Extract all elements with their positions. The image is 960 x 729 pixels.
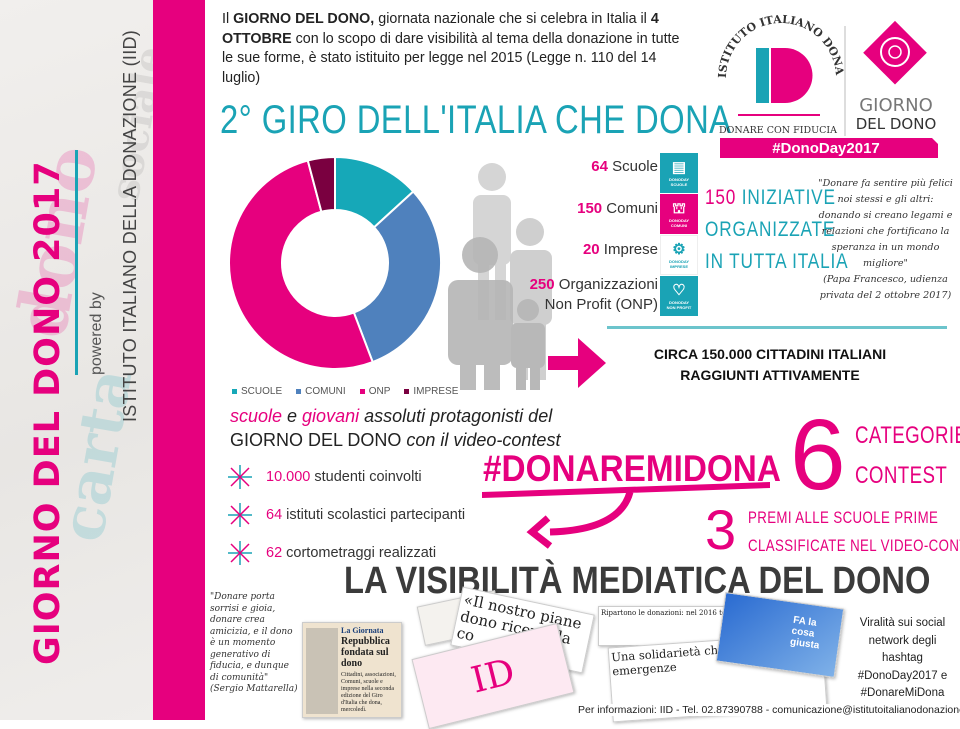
legend-label: SCUOLE — [241, 386, 283, 397]
legend-item: ONP — [359, 386, 391, 397]
legend-item: IMPRESE — [404, 386, 458, 397]
contest-label: CONTEST — [855, 462, 948, 489]
divider — [607, 326, 947, 329]
iniziative-text: 150 INIZIATIVE ORGANIZZATE IN TUTTA ITALIA — [705, 186, 849, 273]
intro-text: Il — [222, 11, 234, 27]
bullet-item: 62 cortometraggi realizzati — [228, 541, 436, 565]
book-icon: ▤ — [671, 159, 687, 176]
logo-brand-2: DEL DONO — [856, 115, 937, 133]
heart-icon: ♡ — [672, 282, 686, 299]
pink-bar — [153, 0, 205, 720]
protagonisti-text: scuole e giovani assoluti protagonisti d… — [230, 406, 561, 450]
institute-name: ISTITUTO ITALIANO DELLA DONAZIONE (IID) — [120, 29, 140, 422]
contest-hashtag: #DONAREMIDONA — [483, 448, 781, 489]
footer-contact: Per informazioni: IID - Tel. 02.87390788… — [578, 704, 960, 716]
bullet-item: 64 istituti scolastici partecipanti — [228, 503, 465, 527]
chart-legend: SCUOLE COMUNI ONP IMPRESE — [232, 386, 458, 397]
intro-bold: 4 OTTOBRE — [222, 11, 659, 47]
gears-icon: ⚙ — [672, 241, 686, 258]
legend-item: SCUOLE — [232, 386, 282, 397]
media-title: LA VISIBILITÀ MEDIATICA DEL DONO — [344, 560, 931, 602]
vertical-title: GIORNO DEL DONO 2017 — [28, 160, 68, 665]
curved-arrow-icon — [482, 482, 770, 549]
tile-onp: ♡ DONODAY NON PROFIT — [660, 276, 698, 316]
press-clipping: La Giornata Repubblica fondata sul dono … — [302, 622, 402, 718]
logo-hashtag: #DonoDay2017 — [772, 140, 880, 157]
mattarella-quote: "Donare porta sorrisi e gioia, donare cr… — [210, 592, 298, 694]
viral-text: Viralità sui social network degli hashta… — [857, 617, 948, 699]
categorie-number: 6 — [790, 399, 846, 511]
donut-chart — [228, 155, 442, 370]
clipping-title: Repubblica fondata sul dono — [341, 636, 390, 669]
logo-brand-1: GIORNO — [859, 95, 933, 116]
cittadini-text: CIRCA 150.000 CITTADINI ITALIANI RAGGIUNT… — [653, 346, 887, 383]
legend-item: COMUNI — [296, 386, 346, 397]
legend-marker — [359, 388, 365, 394]
tile-comuni: ⛫ DONODAY COMUNI — [660, 194, 698, 234]
divider — [75, 150, 78, 375]
categorie-label: CATEGORIE — [855, 422, 960, 449]
asterisk-icon — [228, 465, 252, 489]
intro-text: giornata nazionale che si celebra in Ita… — [374, 11, 651, 27]
clipping-photo — [306, 628, 338, 714]
clipping-head: La Giornata — [341, 626, 384, 635]
stat-comuni: 150 Comuni — [577, 200, 658, 217]
tile-imprese: ⚙ DONODAY IMPRESE — [660, 235, 698, 275]
town-hall-icon: ⛫ — [672, 200, 686, 217]
donut-slice-comuni — [352, 190, 442, 364]
asterisk-icon — [228, 503, 252, 527]
asterisk-icon — [228, 541, 252, 565]
powered-by-label: powered by — [88, 292, 105, 375]
people-icon — [448, 163, 552, 390]
premi-label: PREMI ALLE SCUOLE PRIME — [748, 508, 939, 527]
intro-bold: GIORNO DEL DONO, — [233, 11, 375, 27]
stat-onp: 250 Organizzazioni Non Profit (ONP) — [529, 276, 658, 313]
bullet-item: 10.000 studenti coinvolti — [228, 465, 422, 489]
legend-label: COMUNI — [305, 386, 346, 397]
tile-scuole: ▤ DONODAY SCUOLE — [660, 153, 698, 193]
arrow-right-icon — [548, 338, 606, 388]
intro-text: con lo scopo di dare visibilità al tema … — [222, 30, 680, 86]
legend-marker — [232, 388, 237, 394]
donut-slice-onp — [228, 159, 374, 370]
papa-quote: "Donare fa sentire più felici noi stessi… — [818, 178, 953, 301]
premi-label-2: CLASSIFICATE NEL VIDEO-CONTEST — [748, 536, 960, 555]
intro-paragraph: Il GIORNO DEL DONO, giornata nazionale c… — [222, 10, 692, 88]
legend-label: ONP — [368, 386, 391, 397]
clipping-body: Cittadini, associazioni, Comuni, scuole … — [341, 672, 396, 713]
legend-marker — [296, 388, 302, 394]
premi-number: 3 — [705, 498, 737, 561]
donut-slice-imprese — [306, 155, 336, 213]
stat-scuole: 64 Scuole — [591, 158, 658, 175]
logo: ISTITUTO ITALIANO DONAZIONE DONARE CON F… — [703, 0, 953, 158]
giro-title: 2° GIRO DELL'ITALIA CHE DONA — [220, 98, 732, 142]
legend-marker — [404, 388, 410, 394]
iid-logo-icon: ISTITUTO ITALIANO DONAZIONE DONARE CON F… — [703, 0, 938, 158]
stat-imprese: 20 Imprese — [582, 241, 658, 258]
logo-tagline: DONARE CON FIDUCIA — [719, 125, 837, 136]
legend-label: IMPRESE — [413, 386, 459, 397]
